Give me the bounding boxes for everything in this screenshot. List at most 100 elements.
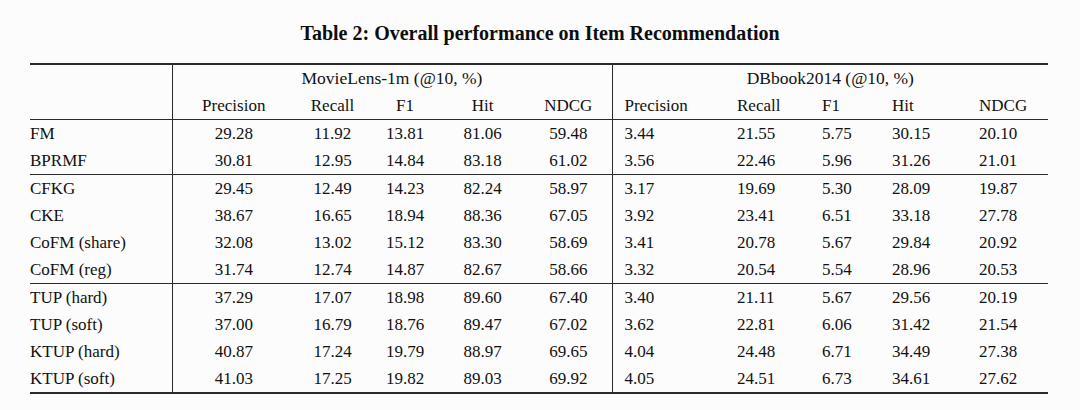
cell-ml-recall: 12.95	[295, 147, 370, 175]
cell-ml-precision: 41.03	[172, 365, 295, 393]
metric-header-ml-hit: Hit	[440, 92, 525, 120]
cell-db-hit: 33.18	[892, 202, 979, 229]
metric-header-db-precision: Precision	[612, 92, 737, 120]
cell-ml-recall: 11.92	[295, 120, 370, 148]
cell-db-ndcg: 20.92	[979, 229, 1048, 256]
cell-ml-ndcg: 69.92	[525, 365, 612, 393]
cell-db-recall: 22.81	[737, 311, 822, 338]
table-row: CFKG29.4512.4914.2382.2458.973.1719.695.…	[30, 175, 1048, 203]
cell-db-hit: 29.56	[892, 284, 979, 312]
cell-ml-recall: 17.07	[295, 284, 370, 312]
cell-db-precision: 3.44	[612, 120, 737, 148]
cell-db-hit: 28.96	[892, 256, 979, 284]
cell-db-f1: 5.96	[822, 147, 892, 175]
cell-db-ndcg: 27.38	[979, 338, 1048, 365]
cell-ml-hit: 82.24	[440, 175, 525, 203]
metric-header-db-ndcg: NDCG	[979, 92, 1048, 120]
metric-header-ml-recall: Recall	[295, 92, 370, 120]
cell-ml-recall: 12.49	[295, 175, 370, 203]
cell-db-precision: 4.04	[612, 338, 737, 365]
cell-ml-f1: 14.23	[370, 175, 440, 203]
metric-header-db-hit: Hit	[892, 92, 979, 120]
cell-db-f1: 6.73	[822, 365, 892, 393]
cell-ml-ndcg: 58.69	[525, 229, 612, 256]
cell-ml-hit: 83.30	[440, 229, 525, 256]
cell-db-ndcg: 19.87	[979, 175, 1048, 203]
cell-db-hit: 31.26	[892, 147, 979, 175]
row-label: CoFM (share)	[30, 229, 172, 256]
table-row: CoFM (reg)31.7412.7414.8782.6758.663.322…	[30, 256, 1048, 284]
row-label: FM	[30, 120, 172, 148]
table-row: KTUP (hard)40.8717.2419.7988.9769.654.04…	[30, 338, 1048, 365]
row-label: TUP (hard)	[30, 284, 172, 312]
cell-db-recall: 19.69	[737, 175, 822, 203]
group-header-movielens: MovieLens-1m (@10, %)	[172, 64, 612, 92]
cell-db-ndcg: 21.01	[979, 147, 1048, 175]
cell-ml-ndcg: 67.05	[525, 202, 612, 229]
corner-spacer	[30, 64, 172, 92]
cell-db-f1: 5.67	[822, 229, 892, 256]
cell-ml-recall: 16.79	[295, 311, 370, 338]
row-label: KTUP (hard)	[30, 338, 172, 365]
cell-ml-hit: 82.67	[440, 256, 525, 284]
cell-ml-f1: 15.12	[370, 229, 440, 256]
corner-spacer	[30, 92, 172, 120]
cell-db-ndcg: 20.53	[979, 256, 1048, 284]
cell-db-f1: 5.67	[822, 284, 892, 312]
cell-ml-hit: 88.97	[440, 338, 525, 365]
cell-ml-f1: 19.79	[370, 338, 440, 365]
cell-ml-recall: 16.65	[295, 202, 370, 229]
cell-ml-f1: 13.81	[370, 120, 440, 148]
cell-db-f1: 5.54	[822, 256, 892, 284]
row-label: CKE	[30, 202, 172, 229]
cell-db-precision: 3.41	[612, 229, 737, 256]
cell-db-hit: 30.15	[892, 120, 979, 148]
cell-ml-ndcg: 61.02	[525, 147, 612, 175]
metric-header-ml-ndcg: NDCG	[525, 92, 612, 120]
table-row: KTUP (soft)41.0317.2519.8289.0369.924.05…	[30, 365, 1048, 393]
row-group: FM29.2811.9213.8181.0659.483.4421.555.75…	[30, 120, 1048, 175]
cell-db-recall: 21.11	[737, 284, 822, 312]
table-row: TUP (soft)37.0016.7918.7689.4767.023.622…	[30, 311, 1048, 338]
cell-ml-precision: 38.67	[172, 202, 295, 229]
row-label: TUP (soft)	[30, 311, 172, 338]
cell-db-recall: 24.51	[737, 365, 822, 393]
cell-ml-precision: 29.45	[172, 175, 295, 203]
cell-ml-hit: 83.18	[440, 147, 525, 175]
cell-db-hit: 34.49	[892, 338, 979, 365]
cell-ml-f1: 18.98	[370, 284, 440, 312]
row-group: CFKG29.4512.4914.2382.2458.973.1719.695.…	[30, 175, 1048, 284]
results-table: MovieLens-1m (@10, %) DBbook2014 (@10, %…	[30, 63, 1048, 394]
group-header-row: MovieLens-1m (@10, %) DBbook2014 (@10, %…	[30, 64, 1048, 92]
cell-ml-precision: 30.81	[172, 147, 295, 175]
cell-db-ndcg: 27.78	[979, 202, 1048, 229]
cell-db-precision: 3.40	[612, 284, 737, 312]
cell-db-hit: 28.09	[892, 175, 979, 203]
metric-header-ml-f1: F1	[370, 92, 440, 120]
cell-ml-precision: 29.28	[172, 120, 295, 148]
cell-ml-precision: 40.87	[172, 338, 295, 365]
cell-ml-f1: 14.87	[370, 256, 440, 284]
cell-ml-ndcg: 69.65	[525, 338, 612, 365]
row-group: TUP (hard)37.2917.0718.9889.6067.403.402…	[30, 284, 1048, 394]
cell-db-hit: 29.84	[892, 229, 979, 256]
cell-db-recall: 21.55	[737, 120, 822, 148]
cell-ml-hit: 81.06	[440, 120, 525, 148]
table-row: CoFM (share)32.0813.0215.1283.3058.693.4…	[30, 229, 1048, 256]
cell-ml-hit: 89.47	[440, 311, 525, 338]
cell-db-precision: 3.92	[612, 202, 737, 229]
cell-db-hit: 34.61	[892, 365, 979, 393]
cell-db-recall: 23.41	[737, 202, 822, 229]
cell-db-f1: 6.51	[822, 202, 892, 229]
cell-ml-precision: 37.29	[172, 284, 295, 312]
cell-ml-ndcg: 58.97	[525, 175, 612, 203]
table-header: MovieLens-1m (@10, %) DBbook2014 (@10, %…	[30, 64, 1048, 120]
metric-header-db-recall: Recall	[737, 92, 822, 120]
cell-ml-ndcg: 67.02	[525, 311, 612, 338]
metric-header-ml-precision: Precision	[172, 92, 295, 120]
table-row: BPRMF30.8112.9514.8483.1861.023.5622.465…	[30, 147, 1048, 175]
cell-db-precision: 3.62	[612, 311, 737, 338]
cell-db-recall: 20.78	[737, 229, 822, 256]
cell-db-f1: 5.75	[822, 120, 892, 148]
cell-db-recall: 24.48	[737, 338, 822, 365]
